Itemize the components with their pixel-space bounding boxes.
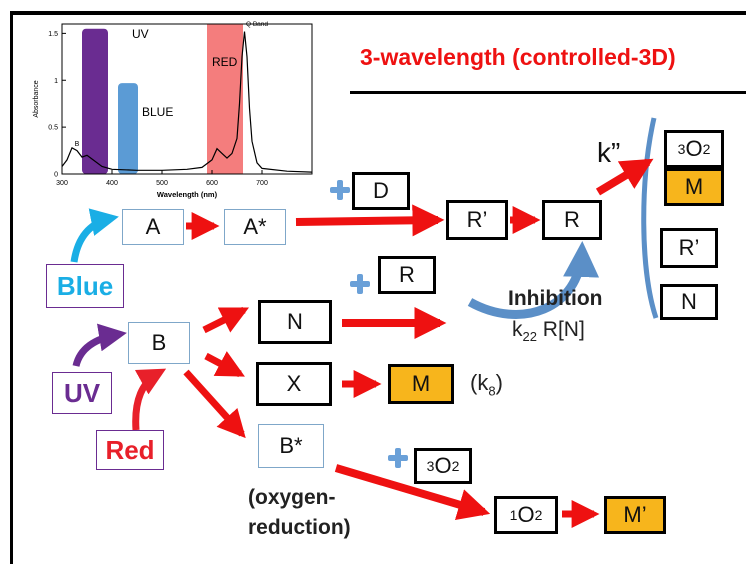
product-M-mid: M [388, 364, 454, 404]
product-M-col: M [664, 168, 724, 206]
species-D: D [352, 172, 410, 210]
arrow-R-to-products [595, 158, 654, 196]
left-border-line [10, 11, 13, 564]
x-tick-label: 700 [256, 180, 268, 187]
arrow-Bstar-to-singletO2 [334, 464, 491, 521]
band-label-blue: BLUE [142, 105, 173, 119]
k8-subscript: 8 [488, 383, 496, 399]
plus-icon-D [330, 180, 350, 200]
y-tick-label: 0.5 [48, 125, 58, 132]
product-N-col: N [660, 284, 718, 320]
band-blue [118, 83, 138, 174]
subscript-2-col: 2 [702, 141, 711, 157]
y-axis-label: Absorbance [33, 80, 40, 117]
species-R-top: R [542, 200, 602, 240]
species-A-star: A* [224, 209, 286, 245]
k-double-prime-label: k” [597, 137, 621, 168]
band-uv [82, 28, 108, 174]
o2-col-label: O [685, 136, 703, 161]
red-light-box: Red [96, 430, 164, 470]
o2-low-label: O [434, 453, 452, 478]
blue-light-arrow [70, 208, 119, 263]
absorbance-line [61, 31, 313, 173]
annotation-label: B [75, 141, 80, 148]
band-label-red: RED [212, 55, 238, 69]
oxygen-reduction-line2: reduction) [248, 516, 351, 539]
blue-light-box: Blue [46, 264, 124, 308]
species-B: B [128, 322, 190, 364]
page-title: 3-wavelength (controlled-3D) [360, 44, 676, 70]
x-tick-label: 300 [56, 180, 68, 187]
arrow-B-to-X [204, 351, 245, 378]
subscript-2-low: 2 [451, 458, 460, 474]
inhibition-label: Inhibition [508, 287, 603, 310]
species-B-star: B* [258, 424, 324, 468]
species-R-prime-top: R’ [446, 200, 508, 240]
oxygen-reduction-line1: (oxygen- [248, 486, 336, 509]
arrow-B-to-Bstar [183, 369, 246, 439]
product-bracket-curve [641, 117, 659, 319]
k22-subscript: 22 [522, 329, 537, 345]
plus-icon-O2 [388, 448, 408, 468]
plus-icon-R [350, 274, 370, 294]
band-label-uv: UV [132, 27, 149, 41]
title-underline [350, 91, 746, 94]
y-tick-label: 1.5 [48, 31, 58, 38]
species-X: X [256, 362, 332, 406]
x-axis-label: Wavelength (nm) [157, 190, 218, 199]
k22-rate-label: k22 R[N] [512, 318, 585, 345]
x-tick-label: 500 [156, 180, 168, 187]
top-border-line [10, 11, 746, 15]
superscript-3-low: 3 [426, 458, 435, 474]
k8-label: (k8) [470, 370, 503, 399]
product-M-prime: M’ [604, 496, 666, 534]
arrow-Astar-to-Rprime [295, 204, 445, 237]
plot-frame [61, 23, 313, 175]
y-tick-label: 0 [54, 172, 58, 179]
superscript-1: 1 [509, 507, 518, 523]
uv-light-arrow [72, 323, 127, 368]
red-light-arrow [132, 368, 167, 431]
superscript-3-col: 3 [677, 141, 686, 157]
species-N: N [258, 300, 332, 344]
x-tick-label: 400 [106, 180, 118, 187]
species-A: A [122, 209, 184, 245]
inhibition-curve-arrow [467, 241, 600, 319]
y-tick-label: 1 [54, 78, 58, 85]
subscript-2-singlet: 2 [534, 507, 543, 523]
uv-light-box: UV [52, 372, 112, 414]
o2-singlet-label: O [517, 502, 535, 527]
annotation-label: Q Band [246, 21, 268, 28]
band-red [207, 24, 243, 174]
species-B-label: B [151, 330, 167, 355]
product-R-prime-col: R’ [660, 228, 718, 268]
arrow-B-to-N [202, 306, 250, 334]
x-tick-label: 600 [206, 180, 218, 187]
absorbance-spectrum-chart: 300 400 500 600 700 0 0.5 1 1.5 Wavelength (nm) Ab… [33, 21, 313, 199]
species-R-mid: R [378, 256, 436, 294]
